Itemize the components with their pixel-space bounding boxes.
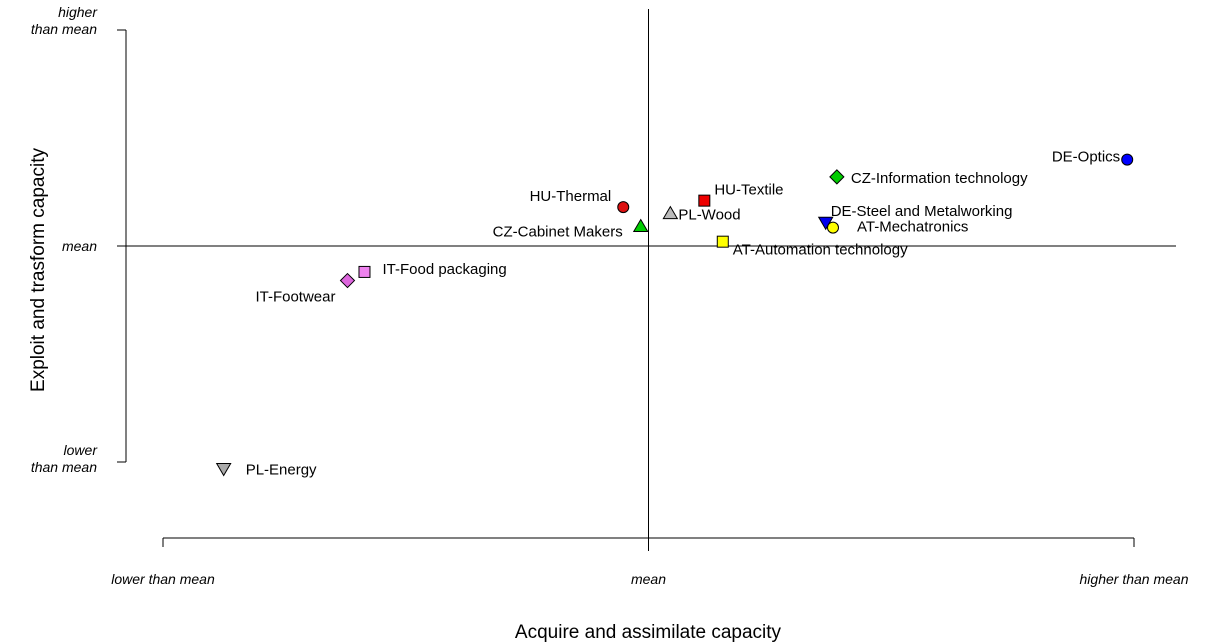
- data-point: [632, 218, 649, 233]
- y-tick-label-line: than mean: [31, 21, 97, 37]
- y-tick-label-line: mean: [62, 238, 97, 254]
- data-point: [1121, 153, 1134, 166]
- data-point: [829, 169, 845, 185]
- data-point-label: CZ-Information technology: [851, 170, 1028, 187]
- data-point-label: IT-Food packaging: [382, 261, 506, 278]
- data-point: [215, 462, 232, 477]
- data-point-label: DE-Optics: [1052, 149, 1120, 166]
- data-point-label: AT-Automation technology: [733, 242, 908, 259]
- x-axis-title: Acquire and assimilate capacity: [515, 622, 782, 643]
- y-tick-label-line: lower: [64, 442, 99, 458]
- data-point: [617, 201, 630, 214]
- data-point-label: HU-Thermal: [530, 188, 612, 205]
- y-tick-label: higher than mean: [31, 4, 99, 37]
- y-tick-label-line: higher: [58, 4, 98, 20]
- x-tick-label: mean: [631, 571, 666, 587]
- data-point-label: AT-Mechatronics: [857, 219, 968, 236]
- data-point: [826, 221, 839, 234]
- data-point: [339, 272, 356, 289]
- data-point-label: DE-Steel and Metalworking: [831, 203, 1013, 220]
- data-point-label: PL-Wood: [678, 207, 740, 224]
- data-point: [698, 194, 711, 207]
- data-point: [662, 205, 679, 220]
- data-point-label: PL-Energy: [246, 461, 317, 478]
- y-tick-label: lower than mean: [31, 442, 98, 475]
- data-point-label: CZ-Cabinet Makers: [493, 224, 623, 241]
- y-tick-label: mean: [62, 238, 97, 254]
- data-point: [716, 235, 729, 248]
- data-point-label: IT-Footwear: [255, 289, 335, 306]
- data-point-label: HU-Textile: [714, 182, 783, 199]
- x-tick-label: higher than mean: [1080, 571, 1189, 587]
- data-point: [358, 265, 371, 278]
- y-axis-title: Exploit and trasform capacity: [28, 148, 49, 392]
- x-tick-label: lower than mean: [111, 571, 215, 587]
- y-tick-label-line: than mean: [31, 459, 97, 475]
